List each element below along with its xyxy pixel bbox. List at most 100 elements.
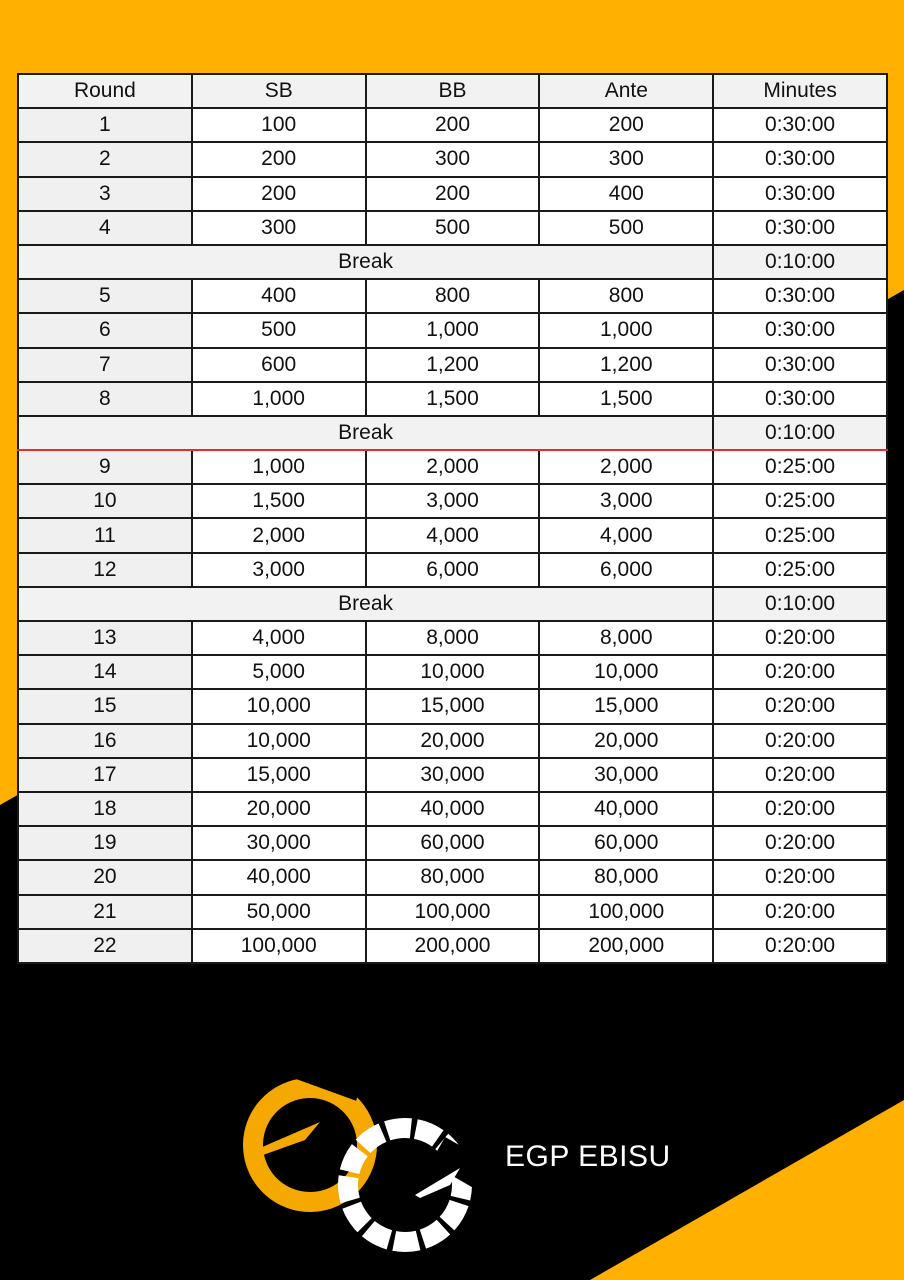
logo-e-mark <box>243 1060 377 1212</box>
cell-minutes: 0:30:00 <box>712 312 888 349</box>
cell-sb: 1,000 <box>190 449 367 486</box>
cell-sb: 40,000 <box>190 859 367 896</box>
cell-round: 19 <box>17 825 193 862</box>
cell-minutes: 0:20:00 <box>712 654 888 691</box>
level-row: 18 20,000 40,000 40,000 0:20:00 <box>17 790 888 828</box>
cell-minutes: 0:20:00 <box>712 756 888 793</box>
cell-ante: 200,000 <box>538 927 715 964</box>
cell-sb: 50,000 <box>190 893 367 930</box>
column-header-minutes: Minutes <box>712 72 888 110</box>
cell-minutes: 0:30:00 <box>712 209 888 246</box>
level-row: 3 200 200 400 0:30:00 <box>17 175 888 212</box>
cell-minutes: 0:20:00 <box>712 619 888 657</box>
cell-round: 2 <box>17 141 193 178</box>
cell-sb: 1,500 <box>190 483 367 520</box>
cell-round: 4 <box>17 209 193 246</box>
break-minutes: 0:10:00 <box>712 243 888 281</box>
cell-minutes: 0:25:00 <box>712 517 888 554</box>
cell-minutes: 0:30:00 <box>712 278 888 315</box>
cell-ante: 1,200 <box>538 346 715 383</box>
cell-round: 21 <box>17 893 193 930</box>
level-row: 1 100 200 200 0:30:00 <box>17 107 888 144</box>
cell-sb: 1,000 <box>190 380 367 417</box>
cell-minutes: 0:30:00 <box>712 175 888 212</box>
cell-bb: 10,000 <box>364 654 541 691</box>
cell-round: 14 <box>17 654 193 691</box>
level-row: 11 2,000 4,000 4,000 0:25:00 <box>17 517 888 554</box>
cell-round: 15 <box>17 688 193 725</box>
cell-round: 6 <box>17 312 193 349</box>
table-header-row: Round SB BB Ante Minutes <box>17 72 888 110</box>
level-row: 14 5,000 10,000 10,000 0:20:00 <box>17 654 888 691</box>
cell-round: 7 <box>17 346 193 383</box>
level-row: 9 1,000 2,000 2,000 0:25:00 <box>17 449 888 486</box>
cell-bb: 8,000 <box>364 619 541 657</box>
cell-ante: 80,000 <box>538 859 715 896</box>
level-row: 6 500 1,000 1,000 0:30:00 <box>17 312 888 349</box>
level-row: 22 100,000 200,000 200,000 0:20:00 <box>17 927 888 964</box>
cell-bb: 800 <box>364 278 541 315</box>
level-row: 16 10,000 20,000 20,000 0:20:00 <box>17 722 888 759</box>
cell-round: 9 <box>17 449 193 486</box>
cell-ante: 6,000 <box>538 551 715 588</box>
cell-sb: 300 <box>190 209 367 246</box>
break-row: Break 0:10:00 <box>16 414 888 452</box>
cell-sb: 200 <box>190 141 367 178</box>
cell-bb: 6,000 <box>364 551 541 588</box>
level-row: 5 400 800 800 0:30:00 <box>17 278 888 315</box>
cell-ante: 3,000 <box>538 483 715 520</box>
cell-round: 10 <box>17 483 193 520</box>
level-row: 4 300 500 500 0:30:00 <box>17 209 888 246</box>
cell-round: 8 <box>17 380 193 417</box>
cell-ante: 1,500 <box>538 380 715 417</box>
cell-bb: 3,000 <box>364 483 541 520</box>
break-label: Break <box>16 414 715 452</box>
break-minutes: 0:10:00 <box>712 585 888 623</box>
cell-minutes: 0:30:00 <box>712 141 888 178</box>
cell-round: 13 <box>17 619 193 657</box>
cell-ante: 2,000 <box>538 449 715 486</box>
cell-minutes: 0:25:00 <box>712 483 888 520</box>
cell-minutes: 0:30:00 <box>712 107 888 144</box>
cell-sb: 15,000 <box>190 756 367 793</box>
cell-bb: 4,000 <box>364 517 541 554</box>
cell-ante: 400 <box>538 175 715 212</box>
cell-round: 16 <box>17 722 193 759</box>
level-row: 19 30,000 60,000 60,000 0:20:00 <box>17 825 888 862</box>
cell-bb: 100,000 <box>364 893 541 930</box>
level-row: 12 3,000 6,000 6,000 0:25:00 <box>17 551 888 588</box>
cell-round: 20 <box>17 859 193 896</box>
cell-ante: 30,000 <box>538 756 715 793</box>
break-row: Break 0:10:00 <box>16 243 888 281</box>
column-header-bb: BB <box>364 72 541 110</box>
cell-bb: 1,000 <box>364 312 541 349</box>
level-row: 21 50,000 100,000 100,000 0:20:00 <box>17 893 888 930</box>
cell-bb: 30,000 <box>364 756 541 793</box>
cell-sb: 30,000 <box>190 825 367 862</box>
blind-structure-table: Round SB BB Ante Minutes 1 100 200 200 0:30:00 2 2… <box>16 72 888 964</box>
cell-ante: 500 <box>538 209 715 246</box>
cell-round: 22 <box>17 927 193 964</box>
cell-round: 3 <box>17 175 193 212</box>
cell-minutes: 0:20:00 <box>712 790 888 828</box>
cell-ante: 8,000 <box>538 619 715 657</box>
cell-ante: 15,000 <box>538 688 715 725</box>
cell-round: 17 <box>17 756 193 793</box>
cell-minutes: 0:20:00 <box>712 825 888 862</box>
level-row: 7 600 1,200 1,200 0:30:00 <box>17 346 888 383</box>
cell-minutes: 0:25:00 <box>712 551 888 588</box>
cell-bb: 500 <box>364 209 541 246</box>
cell-sb: 100 <box>190 107 367 144</box>
cell-bb: 40,000 <box>364 790 541 828</box>
cell-ante: 40,000 <box>538 790 715 828</box>
cell-sb: 200 <box>190 175 367 212</box>
cell-ante: 1,000 <box>538 312 715 349</box>
level-row: 17 15,000 30,000 30,000 0:20:00 <box>17 756 888 793</box>
brand-name: EGP EBISU <box>505 1140 671 1173</box>
break-label: Break <box>16 585 715 623</box>
level-row: 10 1,500 3,000 3,000 0:25:00 <box>17 483 888 520</box>
cell-sb: 600 <box>190 346 367 383</box>
break-label: Break <box>16 243 715 281</box>
logo-g-mark <box>338 1118 485 1252</box>
cell-round: 5 <box>17 278 193 315</box>
